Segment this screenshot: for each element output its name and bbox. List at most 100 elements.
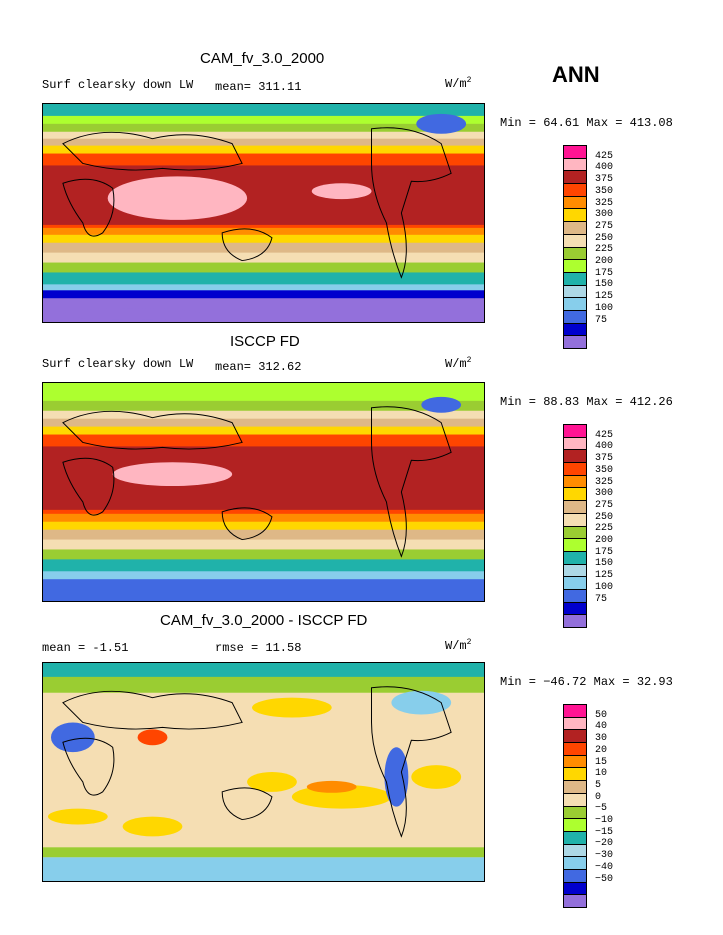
colorbar-swatch: [564, 806, 586, 820]
colorbar-tick-label: 350: [595, 464, 614, 476]
colorbar-swatch: [564, 551, 586, 565]
colorbar-swatch: [564, 222, 586, 235]
colorbar-swatch: [564, 602, 586, 616]
panel-1-mean-label: mean= 311.11: [215, 80, 302, 94]
colorbar-swatch: [564, 895, 586, 907]
panel-1-variable-label: Surf clearsky down LW: [42, 78, 194, 92]
colorbar-swatch: [564, 247, 586, 261]
colorbar-tick-label: 350: [595, 185, 614, 197]
colorbar-swatch: [564, 730, 586, 744]
colorbar-swatch: [564, 705, 586, 718]
colorbar-swatch: [564, 437, 586, 451]
colorbar-swatch: [564, 577, 586, 590]
colorbar-swatch: [564, 184, 586, 197]
colorbar-swatch: [564, 310, 586, 324]
panel-3-map: [42, 662, 485, 882]
colorbar-tick-label: 10: [595, 768, 608, 780]
colorbar-swatch: [564, 589, 586, 603]
colorbar-tick-label: 275: [595, 499, 614, 511]
panel-3-rmse-label: rmse = 11.58: [215, 641, 302, 655]
colorbar-tick-label: 40: [595, 721, 608, 733]
colorbar-tick-label: 30: [595, 733, 608, 745]
colorbar-swatch: [564, 488, 586, 502]
colorbar-swatch: [564, 336, 586, 348]
colorbar-tick-label: 5: [595, 779, 602, 791]
colorbar-swatch: [564, 475, 586, 489]
colorbar-tick-label: 15: [595, 756, 608, 768]
colorbar-swatch: [564, 171, 586, 185]
colorbar-swatch: [564, 882, 586, 896]
colorbar-swatch: [564, 831, 586, 845]
panel-2-colorbar: [563, 424, 587, 628]
colorbar-tick-label: 175: [595, 546, 614, 558]
warm-pool-region: [112, 462, 233, 487]
panel-3-mean-label: mean = -1.51: [42, 641, 129, 655]
colorbar-tick-label: −20: [595, 838, 614, 850]
colorbar-swatch: [564, 513, 586, 527]
panel-2-mean-label: mean= 312.62: [215, 360, 302, 374]
panel-2-variable-label: Surf clearsky down LW: [42, 357, 194, 371]
panel-2-map: [42, 382, 485, 602]
panel-2-title: ISCCP FD: [230, 333, 300, 350]
colorbar-tick-label: −30: [595, 850, 614, 862]
colorbar-swatch: [564, 158, 586, 172]
colorbar-swatch: [564, 793, 586, 807]
colorbar-tick-label: 375: [595, 174, 614, 186]
colorbar-swatch: [564, 450, 586, 464]
colorbar-swatch: [564, 501, 586, 514]
colorbar-swatch: [564, 869, 586, 883]
colorbar-swatch: [564, 539, 586, 552]
colorbar-tick-label: 125: [595, 570, 614, 582]
colorbar-tick-label: 125: [595, 291, 614, 303]
colorbar-swatch: [564, 425, 586, 438]
colorbar-swatch: [564, 768, 586, 782]
colorbar-swatch: [564, 196, 586, 210]
colorbar-tick-label: 325: [595, 476, 614, 488]
panel-2-minmax: Min = 88.83 Max = 412.26: [500, 395, 673, 409]
colorbar-swatch: [564, 209, 586, 223]
colorbar-swatch: [564, 298, 586, 311]
colorbar-tick-label: 425: [595, 429, 614, 441]
colorbar-tick-label: 200: [595, 256, 614, 267]
colorbar-swatch: [564, 285, 586, 299]
panel-3-colorbar: [563, 704, 587, 908]
colorbar-swatch: [564, 463, 586, 476]
colorbar-swatch: [564, 323, 586, 337]
panel-1-minmax: Min = 64.61 Max = 413.08: [500, 116, 673, 130]
colorbar-tick-label: 325: [595, 197, 614, 209]
colorbar-tick-label: 50: [595, 709, 608, 721]
colorbar-tick-label: 300: [595, 488, 614, 500]
warm-pool-region: [107, 176, 248, 220]
colorbar-swatch: [564, 844, 586, 858]
colorbar-swatch: [564, 819, 586, 832]
colorbar-tick-label: −5: [595, 803, 608, 815]
colorbar-swatch: [564, 781, 586, 794]
panel-1-colorbar: [563, 145, 587, 349]
colorbar-tick-label: 200: [595, 535, 614, 546]
colorbar-swatch: [564, 146, 586, 159]
colorbar-tick-label: −40: [595, 861, 614, 873]
panel-2-units: W/m2: [445, 356, 472, 371]
colorbar-tick-label: −10: [595, 815, 614, 826]
colorbar-tick-label: 150: [595, 279, 614, 291]
panel-1-map: [42, 103, 485, 323]
colorbar-swatch: [564, 260, 586, 273]
colorbar-tick-label: 0: [595, 791, 602, 803]
colorbar-tick-label: 225: [595, 244, 614, 256]
colorbar-swatch: [564, 755, 586, 769]
season-label: ANN: [552, 62, 600, 87]
colorbar-swatch: [564, 717, 586, 731]
colorbar-swatch: [564, 272, 586, 286]
colorbar-tick-label: 300: [595, 209, 614, 221]
colorbar-swatch: [564, 526, 586, 540]
colorbar-tick-label: 250: [595, 232, 614, 244]
panel-3-units: W/m2: [445, 638, 472, 653]
colorbar-tick-label: 250: [595, 511, 614, 523]
colorbar-tick-label: 150: [595, 558, 614, 570]
colorbar-tick-label: 20: [595, 744, 608, 756]
colorbar-tick-label: −15: [595, 826, 614, 838]
colorbar-tick-label: 100: [595, 302, 614, 314]
colorbar-tick-label: 400: [595, 441, 614, 453]
colorbar-swatch: [564, 234, 586, 248]
colorbar-swatch: [564, 615, 586, 627]
